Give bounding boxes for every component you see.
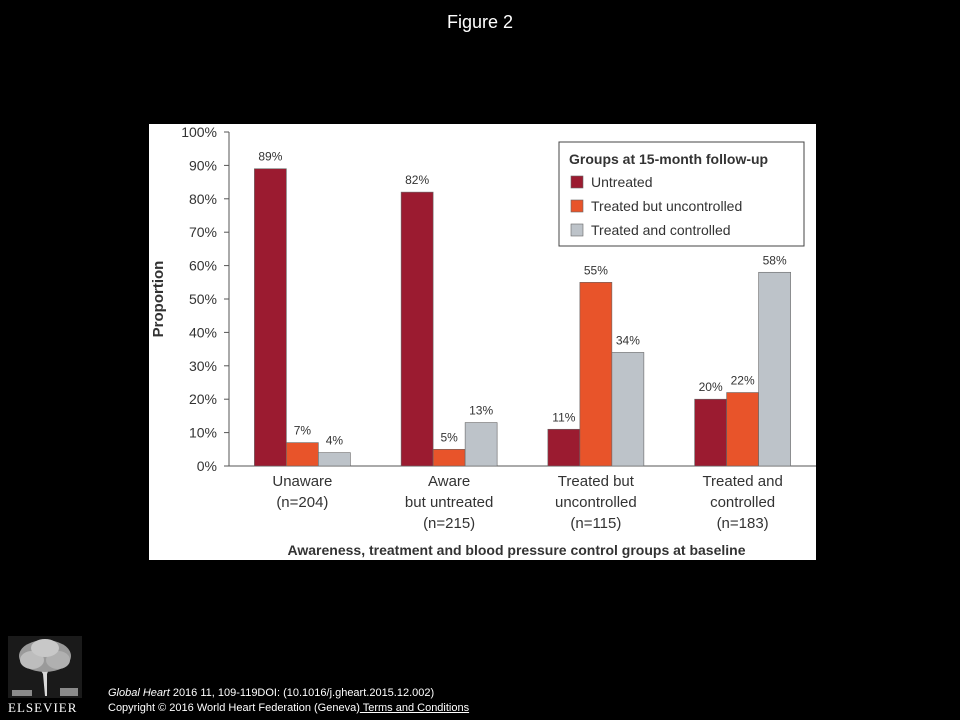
bar-value-label: 4%	[326, 434, 344, 448]
bar-value-label: 58%	[763, 253, 787, 267]
bar-value-label: 82%	[405, 173, 429, 187]
copyright-line: Copyright © 2016 World Heart Federation …	[108, 701, 469, 716]
bar	[286, 442, 319, 467]
legend-box	[558, 141, 805, 247]
bar	[758, 271, 791, 467]
bar	[726, 392, 759, 467]
y-tick-label: 80%	[189, 191, 217, 207]
citation-line: Global Heart 2016 11, 109-119DOI: (10.10…	[108, 686, 469, 701]
x-category-label: (n=204)	[276, 494, 328, 511]
bar-value-label: 34%	[616, 333, 640, 347]
elsevier-tree-icon	[8, 636, 82, 698]
elsevier-logo: ELSEVIER	[8, 636, 82, 716]
bar-chart: 0% 10% 20% 30% 40% 50% 60% 70% 80% 90% 100% Proport…	[150, 124, 816, 558]
terms-link[interactable]: Terms and Conditions	[359, 702, 470, 714]
x-category-label: uncontrolled	[555, 494, 637, 511]
legend-label: Untreated	[591, 174, 652, 190]
bar	[547, 428, 581, 467]
legend-label: Treated and controlled	[591, 222, 731, 238]
y-tick-label: 50%	[189, 291, 217, 307]
bar	[611, 352, 645, 467]
bar	[579, 282, 613, 467]
y-tick-label: 60%	[189, 258, 217, 274]
x-category-label: but untreated	[405, 494, 493, 511]
x-axis-label: Awareness, treatment and blood pressure …	[288, 542, 746, 558]
x-category-label: Treated and	[702, 473, 782, 490]
legend-swatch	[570, 175, 584, 189]
y-tick-label: 30%	[189, 358, 217, 374]
x-category-label: (n=183)	[717, 515, 769, 532]
bar-value-label: 22%	[731, 374, 755, 388]
copyright-text: Copyright © 2016 World Heart Federation …	[108, 702, 360, 714]
x-category-label: Aware	[428, 473, 470, 490]
elsevier-wordmark: ELSEVIER	[8, 700, 78, 715]
citation-text: 2016 11, 109-119DOI: (10.1016/j.gheart.2…	[169, 687, 435, 699]
y-tick-label: 90%	[189, 157, 217, 173]
x-category-label: (n=115)	[570, 515, 621, 532]
bar	[694, 398, 727, 467]
bar	[464, 422, 498, 467]
x-category-label: Treated but	[558, 473, 635, 490]
x-category-label: Unaware	[272, 473, 332, 490]
y-tick-label: 10%	[189, 425, 217, 441]
y-tick-label: 40%	[189, 324, 217, 340]
bar-value-label: 55%	[584, 263, 608, 277]
bar-value-label: 89%	[258, 150, 282, 164]
legend-swatch	[570, 199, 584, 213]
bar-value-label: 7%	[294, 424, 312, 438]
x-category-label: controlled	[710, 494, 775, 511]
bar	[400, 191, 434, 467]
citation-footer: Global Heart 2016 11, 109-119DOI: (10.10…	[108, 686, 469, 716]
bar	[432, 448, 466, 467]
bar	[318, 452, 351, 467]
legend-label: Treated but uncontrolled	[591, 198, 742, 214]
legend-title: Groups at 15-month follow-up	[569, 151, 768, 167]
y-tick-label: 0%	[197, 458, 217, 474]
journal-name: Global Heart	[108, 687, 170, 699]
bar-value-label: 11%	[552, 410, 575, 424]
bar-value-label: 20%	[699, 380, 723, 394]
bar-value-label: 13%	[469, 404, 493, 418]
y-tick-label: 70%	[189, 224, 217, 240]
figure-panel: 0% 10% 20% 30% 40% 50% 60% 70% 80% 90% 100% Proport…	[149, 124, 816, 560]
x-category-label: (n=215)	[423, 515, 475, 532]
figure-title: Figure 2	[446, 12, 514, 32]
y-tick-label: 20%	[189, 391, 217, 407]
bar	[254, 168, 287, 467]
bar-value-label: 5%	[440, 430, 458, 444]
legend-swatch	[570, 223, 584, 237]
y-tick-label: 100%	[181, 124, 217, 140]
y-axis-label: Proportion	[150, 261, 167, 338]
